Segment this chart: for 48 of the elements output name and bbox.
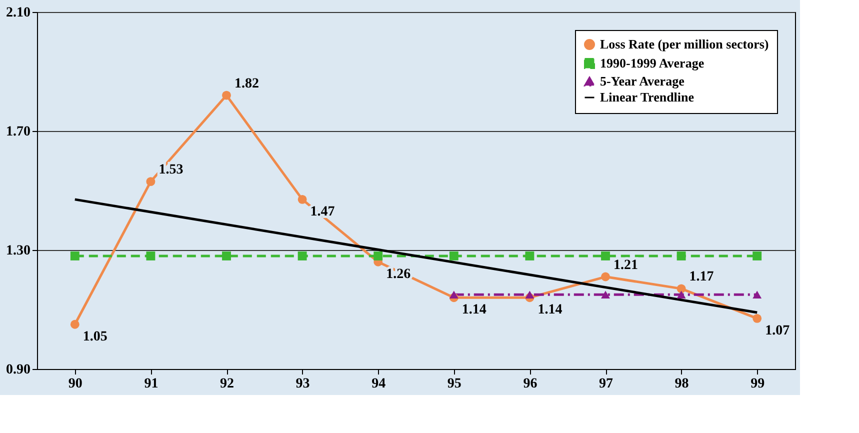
point [70,320,80,329]
point [752,251,762,260]
point [146,251,156,260]
data-label: 1.82 [234,76,259,92]
point [374,251,383,260]
point [298,251,307,260]
y-tick-label: 1.30 [6,244,30,258]
point [676,284,686,294]
y-tick-label: 1.70 [6,124,30,140]
point [601,290,610,298]
point [601,272,610,282]
point [146,177,156,186]
data-label: 1.17 [689,270,714,285]
point [525,290,534,298]
x-tick-label: 92 [220,376,234,392]
x-tick-label: 97 [599,376,613,392]
x-tick-label: 94 [372,376,386,392]
point [601,251,610,260]
legend-label: 1990-1999 Average [600,56,704,70]
data-label: 1.21 [614,258,638,273]
legend-label: Loss Rate (per million sectors) [600,36,769,52]
point [752,290,762,298]
x-tick-label: 91 [144,376,158,392]
point [676,290,686,298]
data-label: 1.53 [158,162,184,178]
point [222,251,231,260]
data-label: 1.14 [538,302,562,318]
y-tick-label: 2.10 [6,6,30,20]
point [676,251,686,260]
legend-label: 5-Year Average [600,74,685,88]
x-tick-label: 99 [750,376,765,392]
x-tick-label: 90 [68,376,82,392]
point [298,194,307,204]
data-label: 1.07 [765,323,790,338]
legend-label: Linear Trendline [600,90,694,104]
x-tick-label: 95 [447,376,462,392]
point [222,90,231,100]
x-tick-label: 96 [523,376,538,392]
x-tick-label: 93 [296,376,310,392]
point [525,251,534,260]
point [449,251,458,260]
y-tick-label: 0.90 [6,362,30,378]
data-label: 1.05 [82,329,108,344]
x-tick-label: 98 [674,376,689,392]
data-label: 1.14 [462,302,486,318]
point [70,251,80,260]
point [752,314,762,323]
point [449,290,458,298]
